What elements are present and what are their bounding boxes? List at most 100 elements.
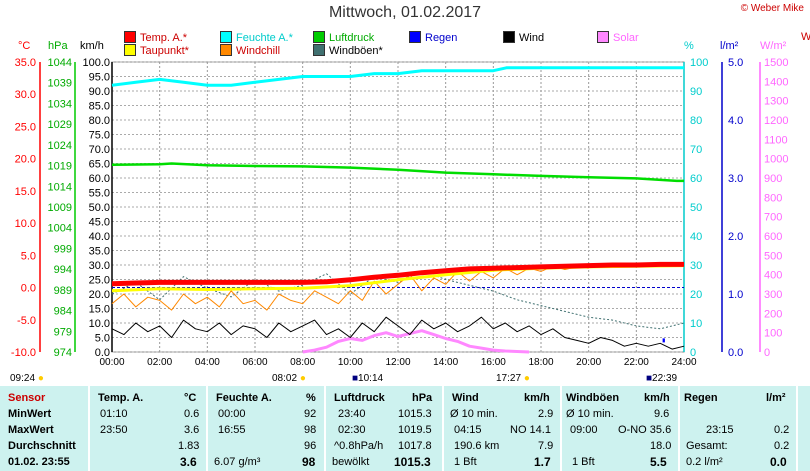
moonset-label: ■22:39 [646,373,678,384]
x-tick-label: 08:00 [290,357,315,368]
cell-gust-val: 18.0 [650,440,672,452]
wind-tick-label: 85.0 [89,101,110,113]
pressure-tick-label: 1009 [48,202,72,214]
row-label: MinWert [8,408,52,420]
wind-tick-label: 35.0 [89,246,110,258]
temp-tick-label: 10.0 [15,218,36,230]
hdr-temp-unit: °C [184,392,197,404]
cell-wind-val: 2.9 [538,408,554,420]
legend-windchill: Windchill [220,44,280,57]
wind-tick-label: 15.0 [89,304,110,316]
wind-tick-label: 50.0 [89,202,110,214]
legend-wind: Wind [503,31,544,44]
rain-tick-label: 4.0 [728,115,743,127]
cell-temp-val: 3.6 [184,424,200,436]
unit-pressure: hPa [48,40,68,52]
rain-tick-label: 5.0 [728,57,743,69]
solar-tick-label: 200 [764,308,782,320]
chart-title: Mittwoch, 01.02.2017 [328,4,482,21]
x-tick-label: 06:00 [242,357,267,368]
x-tick-label: 00:00 [99,357,124,368]
cell-hum-val: 92 [304,408,317,420]
moonrise-label: ■10:14 [352,373,384,384]
cell-wind-b: NO 14.1 [510,424,551,436]
pressure-tick-label: 1019 [48,161,72,173]
humidity-tick-label: 30 [690,260,702,272]
legend-pressure: Luftdruck [313,31,374,44]
cell-press-val: 1017.8 [398,440,432,452]
cell-rain-val: 0.0 [770,455,787,469]
cell-hum-val: 98 [304,424,317,436]
wind-tick-label: 45.0 [89,217,110,229]
pressure-tick-label: 974 [54,347,72,359]
x-tick-label: 16:00 [481,357,506,368]
sunrise-short-label: 09:24 ● [10,373,44,384]
pressure-tick-label: 994 [54,264,72,276]
solar-tick-label: 800 [764,192,782,204]
cell-gust-a: 09:00 [570,424,598,436]
cell-rain-a: 23:15 [706,424,734,436]
legend-gust: Windböen* [313,44,383,57]
copyright-text[interactable]: © Weber Mike [740,3,804,14]
series-line-luftdruck [111,162,684,183]
cell-press-val: 1019.5 [398,424,432,436]
series-line-temp-a [111,261,684,287]
humidity-tick-label: 90 [690,86,702,98]
wind-tick-label: 100.0 [82,57,110,69]
wind-tick-label: 5.0 [95,333,110,345]
cell-rain-val: 0.2 [774,440,790,452]
cell-hum-val: 96 [304,440,317,452]
unit-solar: W/m² [760,40,787,52]
hdr-rain-unit: l/m² [766,392,786,404]
rain-tick-label: 3.0 [728,173,743,185]
cell-press-time: 02:30 [338,424,366,436]
cell-rain-a: Gesamt: [686,440,728,452]
wind-tick-label: 40.0 [89,231,110,243]
series-line-windb-en [111,270,685,330]
cell-gust-val: 9.6 [654,408,670,420]
pressure-tick-label: 979 [54,326,72,338]
x-tick-label: 12:00 [385,357,410,368]
legend-rain: Regen [409,31,457,44]
humidity-tick-label: 80 [690,115,702,127]
solar-tick-label: 1500 [764,57,788,69]
temp-tick-label: 5.0 [21,250,36,262]
cell-temp-val: 1.83 [178,440,200,452]
temp-tick-label: 15.0 [15,186,36,198]
solar-tick-label: 600 [764,231,782,243]
x-tick-label: 14:00 [433,357,458,368]
unit-rain: l/m² [720,40,739,52]
legend-temp: Temp. A.* [124,31,187,44]
cell-hum-time: 16:55 [218,424,246,436]
pressure-tick-label: 1004 [48,223,72,235]
wind-tick-label: 70.0 [89,144,110,156]
temp-tick-label: 25.0 [15,121,36,133]
cell-press-time: bewölkt [332,456,370,468]
pressure-tick-label: 1039 [48,78,72,90]
cell-wind-a: 190.6 km [454,440,500,452]
solar-tick-label: 1400 [764,76,788,88]
row-label: 01.02. 23:55 [8,456,70,468]
cell-gust-a: 1 Bft [572,456,595,468]
pressure-tick-label: 989 [54,285,72,297]
solar-tick-label: 0 [764,347,770,359]
hdr-gust-unit: km/h [644,392,670,404]
humidity-tick-label: 100 [690,57,708,69]
x-tick-label: 24:00 [671,357,696,368]
unit-wind: km/h [80,40,104,52]
humidity-tick-label: 40 [690,231,702,243]
wind-tick-label: 55.0 [89,188,110,200]
rain-tick-label: 1.0 [728,289,743,301]
x-tick-label: 20:00 [576,357,601,368]
humidity-tick-label: 10 [690,318,702,330]
wind-tick-label: 10.0 [89,318,110,330]
pressure-tick-label: 1044 [48,57,72,69]
hdr-press: Luftdruck [334,392,385,404]
wind-tick-label: 75.0 [89,130,110,142]
wind-tick-label: 25.0 [89,275,110,287]
temp-tick-label: 30.0 [15,89,36,101]
sunrise-label: 08:02 ● [272,373,306,384]
hdr-wind: Wind [452,392,479,404]
cell-hum-val: 98 [302,455,316,469]
cell-hum-time: 00:00 [218,408,246,420]
